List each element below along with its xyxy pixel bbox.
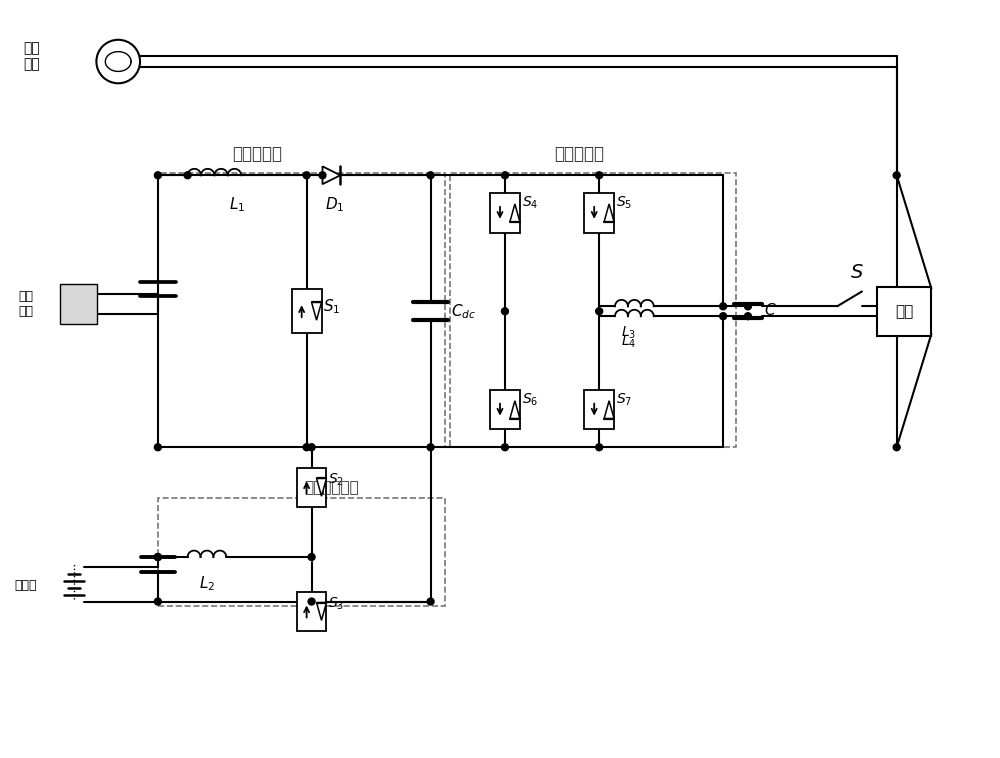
Text: $S_2$: $S_2$ (328, 471, 344, 487)
Circle shape (184, 172, 191, 179)
Polygon shape (317, 603, 326, 620)
Circle shape (720, 303, 727, 310)
Bar (490, 390, 520, 430)
Text: $S_7$: $S_7$ (616, 392, 632, 408)
Text: $S_4$: $S_4$ (522, 195, 538, 211)
Circle shape (596, 308, 603, 315)
Circle shape (427, 598, 434, 605)
Text: $L_2$: $L_2$ (199, 574, 216, 593)
Text: $C_{dc}$: $C_{dc}$ (451, 302, 477, 321)
Circle shape (744, 313, 751, 320)
Text: $S_6$: $S_6$ (522, 392, 538, 408)
Circle shape (501, 443, 508, 451)
Bar (297, 468, 326, 507)
Circle shape (501, 308, 508, 315)
Polygon shape (510, 204, 520, 222)
Polygon shape (317, 478, 326, 496)
Circle shape (154, 443, 161, 451)
Polygon shape (322, 166, 340, 184)
Text: $S_1$: $S_1$ (323, 297, 341, 315)
Circle shape (308, 553, 315, 560)
Bar (60, 284, 97, 324)
Circle shape (427, 172, 434, 179)
Polygon shape (510, 401, 520, 418)
Circle shape (596, 443, 603, 451)
Bar (490, 193, 520, 233)
Circle shape (720, 313, 727, 320)
Circle shape (303, 172, 310, 179)
Circle shape (308, 443, 315, 451)
Text: 全桥逆变器: 全桥逆变器 (554, 146, 604, 164)
Text: 光伏变换器: 光伏变换器 (232, 146, 282, 164)
Text: $L_4$: $L_4$ (621, 334, 637, 350)
Circle shape (154, 598, 161, 605)
Circle shape (501, 172, 508, 179)
Circle shape (308, 598, 315, 605)
Text: $C$: $C$ (764, 302, 776, 318)
Circle shape (154, 553, 161, 560)
Bar (292, 290, 322, 333)
Text: 电池侧变换器: 电池侧变换器 (304, 480, 359, 495)
Text: $S$: $S$ (850, 262, 864, 281)
Circle shape (596, 172, 603, 179)
Text: 光伏
组件: 光伏 组件 (18, 290, 33, 318)
Circle shape (427, 443, 434, 451)
Circle shape (303, 443, 310, 451)
Text: $S_5$: $S_5$ (616, 195, 632, 211)
Circle shape (893, 172, 900, 179)
Polygon shape (312, 302, 322, 320)
Polygon shape (604, 204, 614, 222)
Circle shape (319, 172, 326, 179)
Bar (297, 592, 326, 631)
Circle shape (154, 553, 161, 560)
Text: 锂电池: 锂电池 (15, 579, 37, 592)
Circle shape (893, 443, 900, 451)
Text: 单相
电网: 单相 电网 (24, 42, 40, 72)
Text: $S_3$: $S_3$ (328, 595, 345, 612)
Text: $D_1$: $D_1$ (325, 195, 344, 214)
Text: $L_1$: $L_1$ (229, 195, 245, 214)
Text: 负载: 负载 (895, 304, 913, 319)
Polygon shape (604, 401, 614, 418)
Circle shape (744, 303, 751, 310)
Circle shape (154, 172, 161, 179)
Text: $L_3$: $L_3$ (621, 324, 636, 340)
Bar (584, 193, 614, 233)
Bar (877, 287, 931, 336)
Bar (584, 390, 614, 430)
